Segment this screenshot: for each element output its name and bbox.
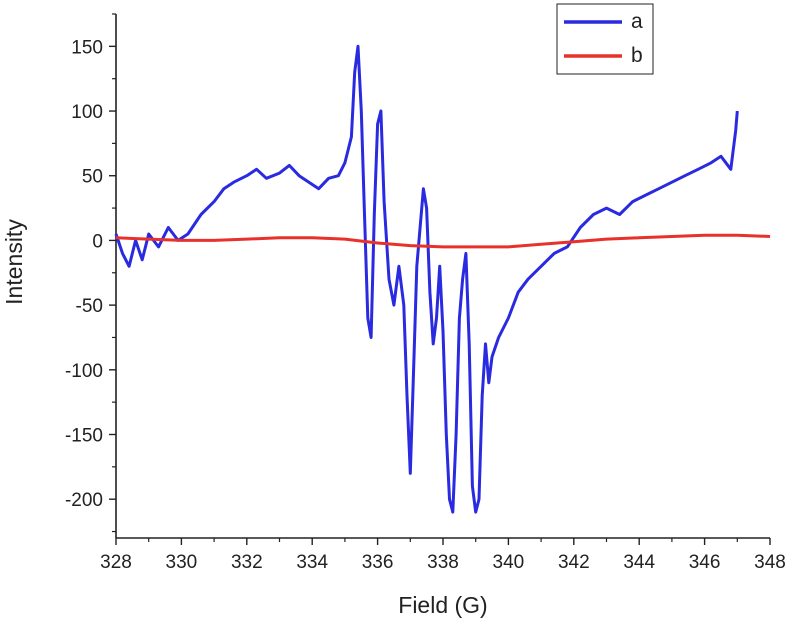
series-line-b (115, 233, 771, 249)
x-tick-label: 340 (493, 552, 525, 573)
x-tick-label: 336 (362, 552, 394, 573)
y-axis-title: Intensity (1, 219, 27, 305)
legend-label-b: b (631, 44, 643, 67)
x-axis-title: Field (G) (398, 592, 487, 618)
plot-frame (115, 14, 770, 539)
y-tick-label: -200 (65, 490, 103, 511)
legend-label-a: a (631, 10, 643, 33)
y-tick-label: 150 (71, 37, 103, 58)
x-axis: 328 330 332 334 336 338 340 342 344 346 348 (100, 538, 786, 573)
legend-box (556, 3, 654, 75)
x-tick-label: 330 (166, 552, 198, 573)
x-tick-label: 334 (296, 552, 328, 573)
x-tick-label: 344 (623, 552, 655, 573)
y-tick-label: 100 (71, 102, 103, 123)
y-axis: 150 100 50 0 -50 -100 -150 -200 (65, 13, 116, 533)
x-tick-label: 332 (231, 552, 263, 573)
legend: a b (556, 3, 654, 75)
y-tick-label: 0 (92, 231, 103, 252)
x-tick-label: 328 (100, 552, 132, 573)
x-tick-label: 348 (754, 552, 786, 573)
y-tick-label: -50 (76, 296, 103, 317)
series-layer (114, 44, 771, 514)
x-tick-label: 346 (689, 552, 721, 573)
y-tick-label: 50 (82, 167, 103, 188)
x-tick-label: 338 (427, 552, 459, 573)
x-tick-label: 342 (558, 552, 590, 573)
y-tick-label: -150 (65, 425, 103, 446)
series-line-a (114, 44, 739, 514)
y-tick-label: -100 (65, 361, 103, 382)
